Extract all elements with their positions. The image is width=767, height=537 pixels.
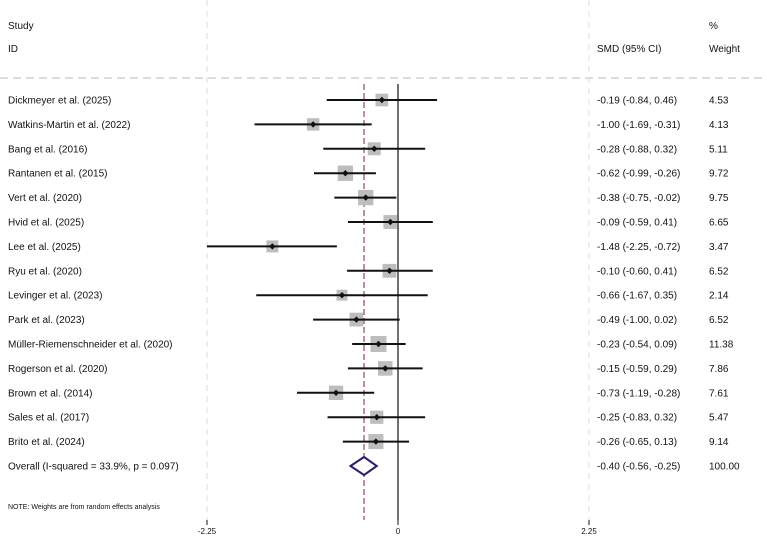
study-label: Levinger et al. (2023) <box>8 291 103 302</box>
study-weight: 6.52 <box>709 266 729 277</box>
study-ci: -0.26 (-0.65, 0.13) <box>597 437 677 448</box>
study-ci: -1.00 (-1.69, -0.31) <box>597 120 680 131</box>
study-ci: -1.48 (-2.25, -0.72) <box>597 242 680 253</box>
reference-lines <box>363 84 399 520</box>
study-weight: 4.13 <box>709 120 729 131</box>
point-estimate <box>309 121 317 128</box>
study-weight: 3.47 <box>709 242 729 253</box>
overall-label: Overall (I-squared = 33.9%, p = 0.097) <box>8 462 179 473</box>
point-estimate <box>373 414 380 421</box>
study-ci: -0.28 (-0.88, 0.32) <box>597 144 677 155</box>
study-weight: 6.52 <box>709 315 729 326</box>
x-tick-label: -2.25 <box>198 527 217 536</box>
study-ci: -0.19 (-0.84, 0.46) <box>597 96 677 107</box>
point-estimate <box>386 267 393 274</box>
header-study: Study <box>8 21 34 32</box>
study-rows: Dickmeyer et al. (2025) -0.19 (-0.84, 0.4… <box>8 93 734 450</box>
study-row: Brown et al. (2014) -0.73 (-1.19, -0.28) 7… <box>8 385 729 400</box>
study-row: Watkins-Martin et al. (2022) -1.00 (-1.69… <box>8 118 729 131</box>
header-percent: % <box>709 21 718 32</box>
study-label: Rogerson et al. (2020) <box>8 364 108 375</box>
study-row: Bang et al. (2016) -0.28 (-0.88, 0.32) 5.1… <box>8 142 728 156</box>
weights-note: NOTE: Weights are from random effects an… <box>8 504 160 511</box>
study-row: Müller-Riemenschneider et al. (2020) -0.2… <box>8 336 734 352</box>
study-ci: -0.66 (-1.67, 0.35) <box>597 291 677 302</box>
overall-ci: -0.40 (-0.56, -0.25) <box>597 462 680 473</box>
point-estimate <box>371 145 378 152</box>
study-row: Brito et al. (2024) -0.26 (-0.65, 0.13) 9.… <box>8 434 729 450</box>
x-tick-label: 0 <box>396 527 401 536</box>
study-label: Lee et al. (2025) <box>8 242 81 253</box>
study-label: Sales et al. (2017) <box>8 413 89 424</box>
study-ci: -0.10 (-0.60, 0.41) <box>597 266 677 277</box>
study-label: Watkins-Martin et al. (2022) <box>8 120 130 131</box>
study-ci: -0.38 (-0.75, -0.02) <box>597 193 680 204</box>
point-estimate <box>338 292 346 299</box>
point-estimate <box>382 365 389 372</box>
study-weight: 7.86 <box>709 364 729 375</box>
study-weight: 7.61 <box>709 388 729 399</box>
point-estimate <box>342 170 349 177</box>
study-label: Rantanen et al. (2015) <box>8 169 108 180</box>
study-row: Hvid et al. (2025) -0.09 (-0.59, 0.41) 6.6… <box>8 215 729 229</box>
point-estimate <box>378 96 386 104</box>
study-ci: -0.49 (-1.00, 0.02) <box>597 315 677 326</box>
point-estimate <box>387 218 394 226</box>
study-weight: 9.75 <box>709 193 729 204</box>
study-weight: 9.72 <box>709 169 729 180</box>
study-label: Ryu et al. (2020) <box>8 266 82 277</box>
study-weight: 4.53 <box>709 96 729 107</box>
overall-diamond <box>348 455 379 477</box>
study-row: Rantanen et al. (2015) -0.62 (-0.99, -0.2… <box>8 165 729 181</box>
study-label: Müller-Riemenschneider et al. (2020) <box>8 340 173 351</box>
study-weight: 5.47 <box>709 413 729 424</box>
study-weight: 5.11 <box>709 144 728 155</box>
overall-row: Overall (I-squared = 33.9%, p = 0.097) -0… <box>8 455 740 477</box>
study-ci: -0.09 (-0.59, 0.41) <box>597 218 677 229</box>
study-ci: -0.62 (-0.99, -0.26) <box>597 169 680 180</box>
study-weight: 6.65 <box>709 218 729 229</box>
header-smd: SMD (95% CI) <box>597 44 661 55</box>
study-row: Dickmeyer et al. (2025) -0.19 (-0.84, 0.4… <box>8 93 729 107</box>
study-row: Levinger et al. (2023) -0.66 (-1.67, 0.35… <box>8 289 729 302</box>
point-estimate <box>375 340 382 348</box>
point-estimate <box>332 389 340 396</box>
study-row: Ryu et al. (2020) -0.10 (-0.60, 0.41) 6.52 <box>8 263 729 278</box>
study-label: Hvid et al. (2025) <box>8 218 84 229</box>
study-weight: 11.38 <box>709 340 734 351</box>
header-weight: Weight <box>709 44 740 55</box>
study-label: Park et al. (2023) <box>8 315 85 326</box>
study-label: Bang et al. (2016) <box>8 144 88 155</box>
point-estimate <box>353 316 360 323</box>
study-row: Park et al. (2023) -0.49 (-1.00, 0.02) 6.5… <box>8 312 729 327</box>
study-label: Dickmeyer et al. (2025) <box>8 96 111 107</box>
study-ci: -0.15 (-0.59, 0.29) <box>597 364 677 375</box>
study-ci: -0.23 (-0.54, 0.09) <box>597 340 677 351</box>
study-weight: 9.14 <box>709 437 729 448</box>
study-ci: -0.73 (-1.19, -0.28) <box>597 388 680 399</box>
study-row: Rogerson et al. (2020) -0.15 (-0.59, 0.29… <box>8 361 729 376</box>
study-label: Brito et al. (2024) <box>8 437 85 448</box>
x-tick-label: 2.25 <box>581 527 597 536</box>
x-axis: -2.25 0 2.25 <box>198 520 597 536</box>
point-estimate <box>269 243 276 250</box>
study-ci: -0.25 (-0.83, 0.32) <box>597 413 677 424</box>
overall-weight: 100.00 <box>709 462 740 473</box>
study-row: Lee et al. (2025) -1.48 (-2.25, -0.72) 3.4… <box>8 240 729 253</box>
header-id: ID <box>8 44 18 55</box>
study-row: Sales et al. (2017) -0.25 (-0.83, 0.32) 5.… <box>8 410 729 424</box>
study-label: Brown et al. (2014) <box>8 388 93 399</box>
grid-lines <box>206 0 590 520</box>
study-weight: 2.14 <box>709 291 729 302</box>
point-estimate <box>362 194 369 201</box>
point-estimate <box>372 438 380 445</box>
study-row: Vert et al. (2020) -0.38 (-0.75, -0.02) 9.… <box>8 189 729 206</box>
study-label: Vert et al. (2020) <box>8 193 82 204</box>
